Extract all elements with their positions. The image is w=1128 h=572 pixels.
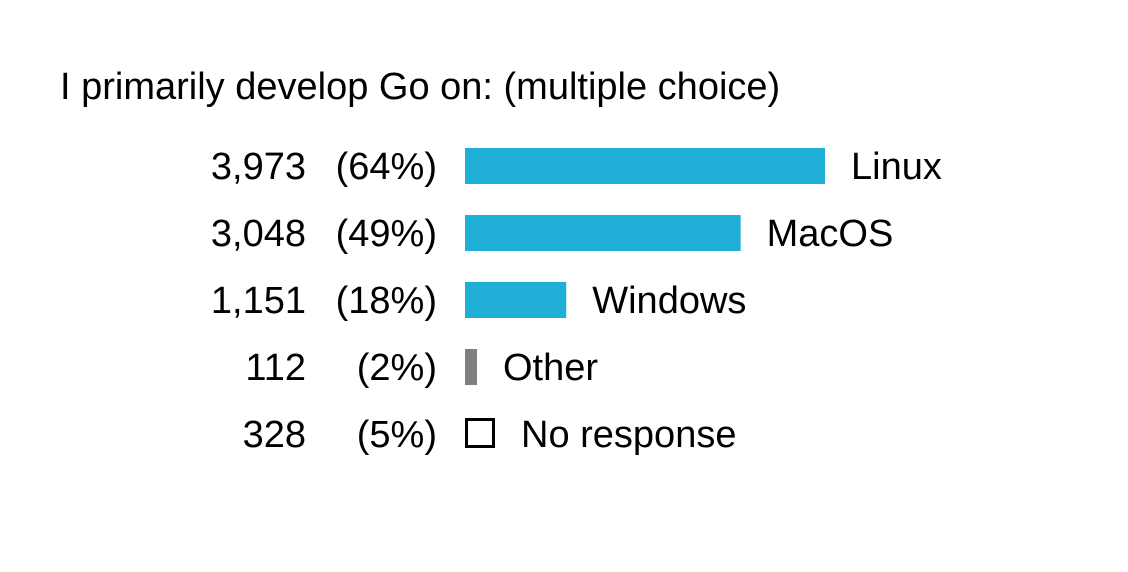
category-label-other: Other bbox=[503, 347, 598, 389]
percent-label-other: (2%) bbox=[357, 347, 437, 389]
bar-row-windows: 1,151 (18%) Windows bbox=[211, 280, 747, 322]
bar-other bbox=[465, 349, 477, 385]
bar-row-macos: 3,048 (49%) MacOS bbox=[211, 213, 893, 255]
bar-row-other: 112 (2%) Other bbox=[245, 347, 598, 389]
bar-linux bbox=[465, 148, 825, 184]
percent-label-linux: (64%) bbox=[336, 146, 437, 188]
category-label-windows: Windows bbox=[592, 280, 746, 322]
percent-label-no-response: (5%) bbox=[357, 414, 437, 456]
bar-no-response bbox=[465, 418, 495, 448]
count-label-linux: 3,973 bbox=[211, 146, 306, 188]
category-label-macos: MacOS bbox=[767, 213, 894, 255]
count-label-windows: 1,151 bbox=[211, 280, 306, 322]
category-label-linux: Linux bbox=[851, 146, 942, 188]
bar-row-no-response: 328 (5%) No response bbox=[243, 414, 737, 456]
chart-title: I primarily develop Go on: (multiple cho… bbox=[60, 66, 780, 108]
percent-label-macos: (49%) bbox=[336, 213, 437, 255]
bar-macos bbox=[465, 215, 741, 251]
count-label-other: 112 bbox=[245, 347, 306, 389]
bar-windows bbox=[465, 282, 567, 318]
count-label-no-response: 328 bbox=[243, 414, 306, 456]
count-label-macos: 3,048 bbox=[211, 213, 306, 255]
bar-rows: 3,973 (64%) Linux 3,048 (49%) MacOS 1,151 (18%)… bbox=[211, 146, 942, 456]
category-label-no-response: No response bbox=[521, 414, 736, 456]
bar-row-linux: 3,973 (64%) Linux bbox=[211, 146, 942, 188]
percent-label-windows: (18%) bbox=[336, 280, 437, 322]
